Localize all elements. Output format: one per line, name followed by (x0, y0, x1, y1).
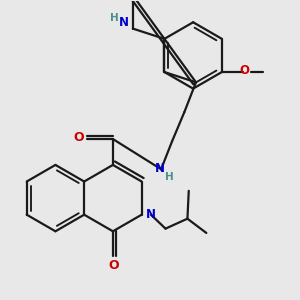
Text: O: O (239, 64, 249, 77)
Text: O: O (74, 131, 84, 144)
Text: O: O (108, 259, 119, 272)
Text: H: H (165, 172, 174, 182)
Text: H: H (110, 13, 119, 23)
Text: N: N (118, 16, 129, 29)
Text: N: N (146, 208, 156, 221)
Text: N: N (154, 162, 164, 175)
